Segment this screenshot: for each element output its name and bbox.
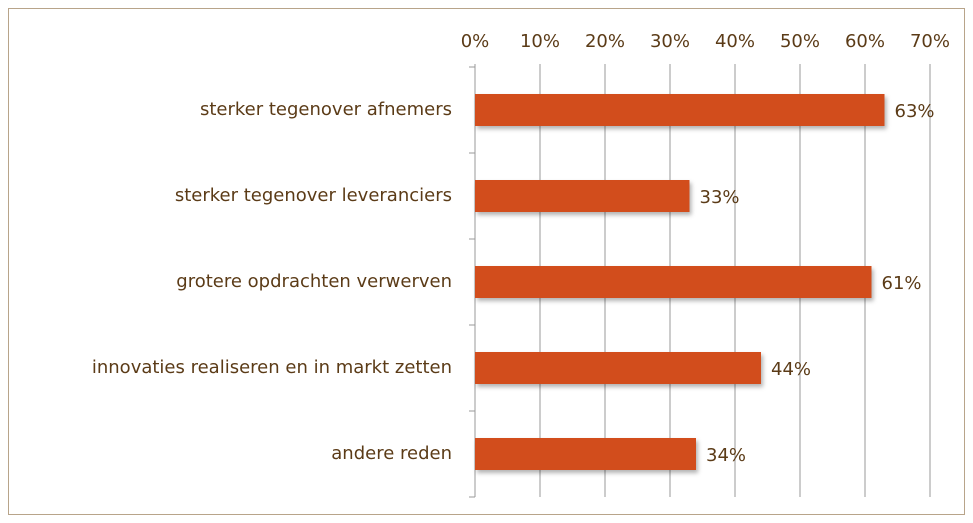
y-tick-label: andere reden [331, 443, 452, 464]
bar [475, 352, 761, 384]
value-label: 34% [706, 445, 746, 466]
value-label: 44% [771, 359, 811, 380]
bar [475, 266, 872, 298]
x-tick-label: 60% [845, 31, 885, 52]
chart-border [8, 8, 965, 515]
bar [475, 180, 690, 212]
bar [475, 94, 885, 126]
y-tick-label: innovaties realiseren en in markt zetten [92, 357, 452, 378]
x-tick-label: 70% [910, 31, 950, 52]
y-tick-label: sterker tegenover leveranciers [175, 185, 452, 206]
value-label: 61% [882, 273, 922, 294]
x-tick-label: 30% [650, 31, 690, 52]
value-label: 63% [895, 101, 935, 122]
x-tick-label: 20% [585, 31, 625, 52]
y-tick-label: sterker tegenover afnemers [200, 99, 452, 120]
x-tick-label: 50% [780, 31, 820, 52]
x-tick-label: 10% [520, 31, 560, 52]
x-tick-label: 0% [461, 31, 490, 52]
value-label: 33% [700, 187, 740, 208]
bar [475, 438, 696, 470]
x-tick-label: 40% [715, 31, 755, 52]
y-tick-label: grotere opdrachten verwerven [176, 271, 452, 292]
